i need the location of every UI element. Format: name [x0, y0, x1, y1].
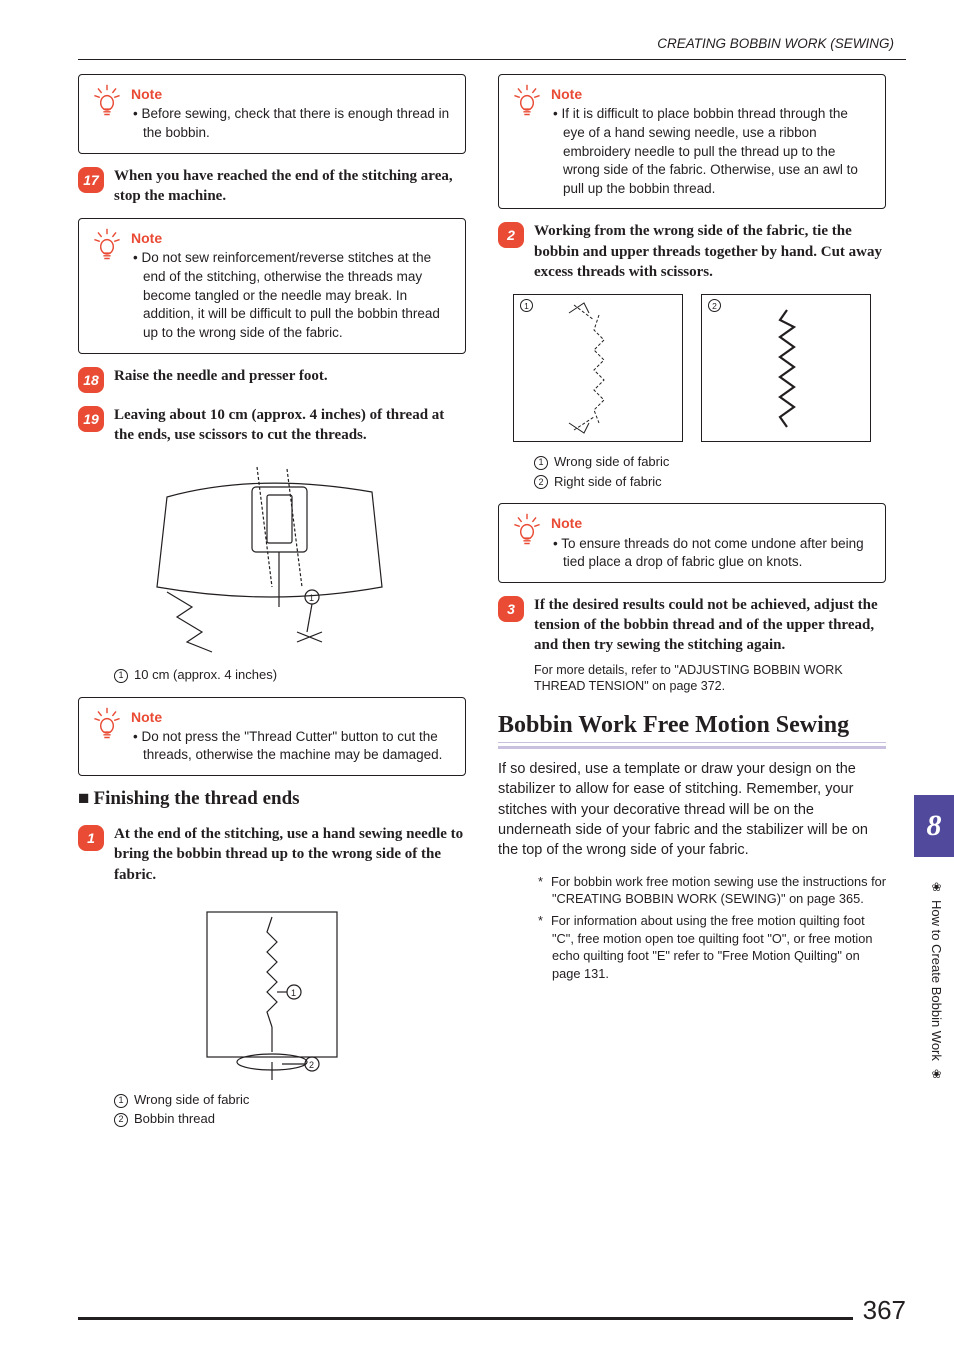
footer-rule: [78, 1317, 853, 1320]
fabric-sides-diagram: 1 2: [498, 294, 886, 442]
note-icon: [89, 706, 125, 742]
step-2-right: 2 Working from the wrong side of the fab…: [498, 221, 886, 282]
note-body: • Do not press the "Thread Cutter" butto…: [133, 728, 453, 765]
scissors-diagram: 1: [78, 457, 466, 657]
list-item: For information about using the free mot…: [538, 912, 886, 983]
caption-text: 10 cm (approx. 4 inches): [134, 667, 277, 682]
note-box: Note • If it is difficult to place bobbi…: [498, 74, 886, 209]
step-badge: 17: [78, 167, 104, 193]
diagram-caption: 1 Wrong side of fabric 2 Right side of fab…: [534, 452, 886, 491]
step-1-finishing: 1 At the end of the stitching, use a han…: [78, 824, 466, 885]
note-title: Note: [131, 85, 453, 104]
note-box: Note • Before sewing, check that there i…: [78, 74, 466, 154]
svg-text:1: 1: [291, 988, 296, 998]
right-side-panel: 2: [701, 294, 871, 442]
step-text: Working from the wrong side of the fabri…: [534, 221, 886, 282]
note-icon: [89, 83, 125, 119]
caption-text: Right side of fabric: [554, 474, 662, 489]
section-heading: Bobbin Work Free Motion Sewing: [498, 711, 886, 749]
note-body: • If it is difficult to place bobbin thr…: [553, 105, 873, 198]
step-text: If the desired results could not be achi…: [534, 595, 886, 656]
step-17: 17 When you have reached the end of the …: [78, 166, 466, 207]
step-badge: 1: [78, 825, 104, 851]
caption-number: 1: [114, 1094, 128, 1108]
caption-number: 1: [534, 456, 548, 470]
section-body: If so desired, use a template or draw yo…: [498, 759, 886, 860]
page-header: CREATING BOBBIN WORK (SEWING): [78, 36, 906, 51]
page-footer: 367: [78, 1295, 906, 1326]
note-title: Note: [131, 708, 453, 727]
step-text: Raise the needle and presser foot.: [114, 366, 328, 393]
note-body: • Before sewing, check that there is eno…: [133, 105, 453, 142]
subheading-finishing: ■Finishing the thread ends: [78, 788, 466, 810]
note-icon: [509, 83, 545, 119]
note-title: Note: [551, 85, 873, 104]
note-box: Note • Do not press the "Thread Cutter" …: [78, 697, 466, 777]
step-text: Leaving about 10 cm (approx. 4 inches) o…: [114, 405, 466, 446]
reference-list: For bobbin work free motion sewing use t…: [538, 873, 886, 983]
deco-icon: ❀: [930, 1067, 944, 1081]
step-badge: 18: [78, 367, 104, 393]
note-icon: [89, 227, 125, 263]
note-title: Note: [131, 229, 453, 248]
caption-text: Wrong side of fabric: [134, 1092, 249, 1107]
step-badge: 2: [498, 222, 524, 248]
step-text: At the end of the stitching, use a hand …: [114, 824, 466, 885]
list-item: For bobbin work free motion sewing use t…: [538, 873, 886, 908]
caption-number: 2: [114, 1113, 128, 1127]
svg-text:1: 1: [309, 593, 314, 603]
caption-text: Wrong side of fabric: [554, 454, 669, 469]
side-label: ❀ How to Create Bobbin Work ❀: [929, 880, 944, 1170]
content-columns: Note • Before sewing, check that there i…: [78, 74, 906, 1141]
step-3-right: 3 If the desired results could not be ac…: [498, 595, 886, 696]
header-rule: [78, 59, 906, 60]
right-column: Note • If it is difficult to place bobbi…: [498, 74, 886, 1141]
note-icon: [509, 512, 545, 548]
subheading-text: Finishing the thread ends: [93, 788, 299, 809]
caption-text: Bobbin thread: [134, 1111, 215, 1126]
note-title: Note: [551, 514, 873, 533]
step-badge: 3: [498, 596, 524, 622]
diagram-caption: 1 10 cm (approx. 4 inches): [114, 665, 466, 685]
chapter-tab: 8: [914, 795, 954, 857]
needle-diagram: 1 2: [78, 897, 466, 1082]
deco-icon: ❀: [930, 880, 944, 894]
note-box: Note • Do not sew reinforcement/reverse …: [78, 218, 466, 353]
step-19: 19 Leaving about 10 cm (approx. 4 inches…: [78, 405, 466, 446]
step-text: When you have reached the end of the sti…: [114, 166, 466, 207]
caption-number: 2: [534, 475, 548, 489]
note-box: Note • To ensure threads do not come und…: [498, 503, 886, 583]
left-column: Note • Before sewing, check that there i…: [78, 74, 466, 1141]
diagram-caption: 1 Wrong side of fabric 2 Bobbin thread: [114, 1090, 466, 1129]
svg-text:2: 2: [309, 1060, 314, 1070]
caption-number: 1: [114, 669, 128, 683]
step-badge: 19: [78, 406, 104, 432]
wrong-side-panel: 1: [513, 294, 683, 442]
note-body: • To ensure threads do not come undone a…: [553, 535, 873, 572]
page-number: 367: [863, 1295, 906, 1326]
step-subtext: For more details, refer to "ADJUSTING BO…: [534, 662, 886, 696]
step-18: 18 Raise the needle and presser foot.: [78, 366, 466, 393]
side-label-text: How to Create Bobbin Work: [929, 900, 944, 1061]
note-body: • Do not sew reinforcement/reverse stitc…: [133, 249, 453, 342]
